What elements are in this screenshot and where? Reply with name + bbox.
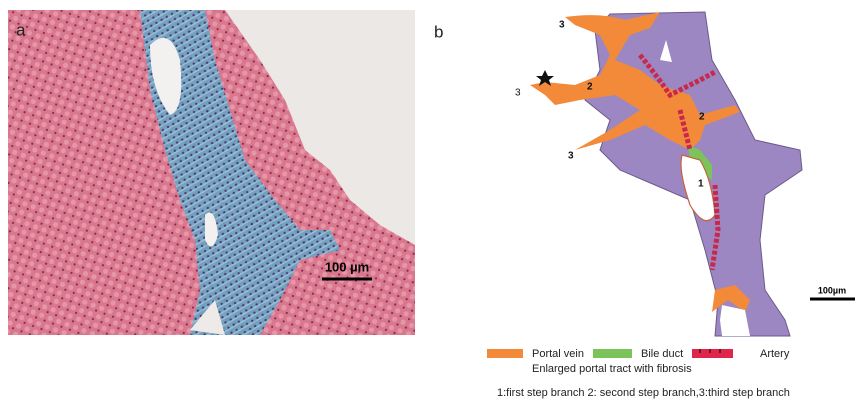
panel-label: a [16,20,26,39]
caption: 1:first step branch 2: second step branc… [497,387,790,399]
portal-tract-diagram [530,12,855,336]
figure: a 100 µm b 100µm 3 3 2 2 3 1 Portal vein… [0,0,862,401]
branch-label: 2 [699,112,705,123]
branch-label: 2 [587,82,593,93]
page: a 100 µm b 100µm 3 3 2 2 3 1 Portal vein… [0,0,862,401]
legend-note: Enlarged portal tract with fibrosis [532,363,692,375]
legend-swatch [692,349,733,358]
panel-label: b [434,22,443,41]
branch-label: 3 [515,88,521,99]
scale-bar-label: 100µm [818,285,846,295]
legend-swatch [487,349,523,358]
legend-label: Bile duct [641,348,683,360]
branch-label: 3 [559,20,565,31]
legend-label: Portal vein [532,348,584,360]
legend-swatch [593,349,632,358]
scale-bar-label: 100 µm [325,259,369,274]
branch-label: 1 [698,179,704,190]
legend-label: Artery [760,348,790,360]
histology-image [8,10,415,335]
branch-label: 3 [568,151,574,162]
